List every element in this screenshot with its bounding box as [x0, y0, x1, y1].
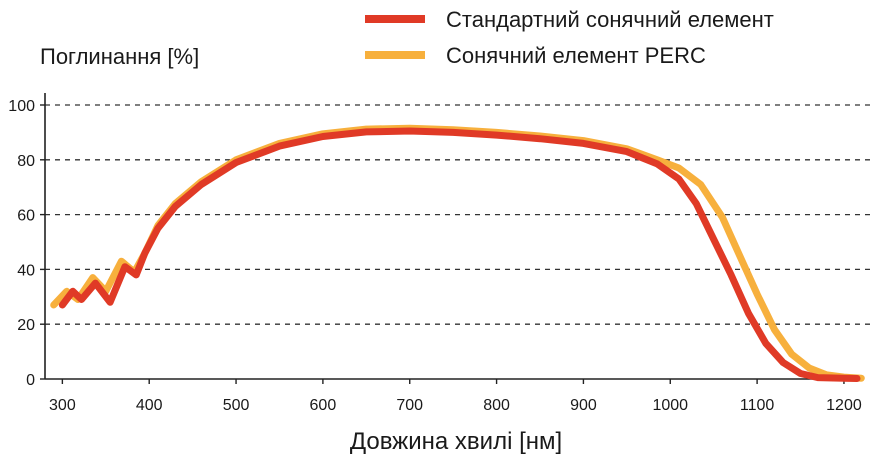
- series-lines: [50, 124, 865, 382]
- x-tick-labels: 300 400 500 600 700 800 900 1000 1100 1200: [49, 397, 862, 414]
- legend: Стандартний сонячний елемент Сонячний еле…: [365, 7, 774, 68]
- x-tick-label: 1000: [652, 397, 688, 414]
- y-axis-label: Поглинання [%]: [40, 44, 199, 69]
- x-tick-label: 1100: [740, 397, 775, 414]
- grid-lines: [45, 104, 870, 325]
- axes: [40, 93, 860, 384]
- x-tick-label: 1200: [826, 397, 862, 414]
- y-tick-label: 20: [17, 317, 35, 334]
- series-line-1: [50, 124, 865, 382]
- series-line-0: [58, 127, 861, 382]
- legend-label-0: Стандартний сонячний елемент: [446, 7, 774, 32]
- x-axis-label: Довжина хвилі [нм]: [350, 428, 562, 455]
- y-tick-label: 40: [17, 262, 35, 279]
- x-tick-label: 300: [49, 397, 76, 414]
- x-tick-label: 600: [310, 397, 337, 414]
- x-tick-label: 900: [570, 397, 597, 414]
- y-tick-labels: 0 20 40 60 80 100: [8, 98, 35, 389]
- y-tick-label: 60: [17, 208, 35, 225]
- y-tick-label: 100: [8, 98, 35, 115]
- y-tick-label: 0: [26, 372, 35, 389]
- x-tick-label: 400: [136, 397, 163, 414]
- y-tick-label: 80: [17, 153, 35, 170]
- legend-label-1: Сонячний елемент PERC: [446, 43, 706, 68]
- x-tick-label: 800: [483, 397, 510, 414]
- x-tick-label: 500: [223, 397, 250, 414]
- x-tick-label: 700: [396, 397, 423, 414]
